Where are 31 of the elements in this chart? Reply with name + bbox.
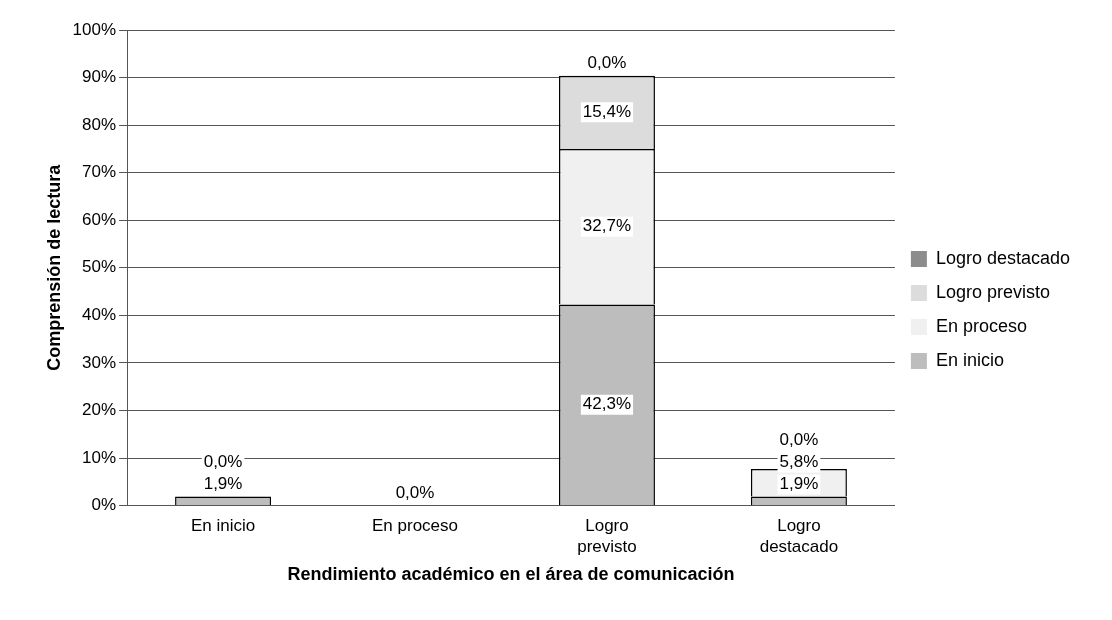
y-tick-label: 90% xyxy=(82,67,117,87)
y-tick-label: 10% xyxy=(82,447,117,467)
x-tick-label: En proceso xyxy=(372,516,459,536)
y-axis-title: Comprensión de lectura xyxy=(43,163,64,371)
legend-label: En proceso xyxy=(935,315,1027,336)
data-label: 42,3% xyxy=(582,394,632,414)
data-label: 0,0% xyxy=(587,53,627,73)
data-label: 32,7% xyxy=(582,216,632,236)
data-label: 1,9% xyxy=(203,474,243,494)
y-tick-label: 0% xyxy=(91,495,117,515)
data-label: 1,9% xyxy=(779,474,819,494)
y-tick-label: 80% xyxy=(82,114,117,134)
x-tick-label: En inicio xyxy=(190,516,256,536)
data-label: 5,8% xyxy=(779,452,819,472)
y-tick-label: 40% xyxy=(82,305,117,325)
data-label: 0,0% xyxy=(395,483,435,503)
data-label: 0,0% xyxy=(203,452,243,472)
x-tick-label: Logro previsto xyxy=(577,516,637,556)
y-tick-label: 20% xyxy=(82,400,117,420)
y-tick-label: 30% xyxy=(82,352,117,372)
legend-label: Logro previsto xyxy=(935,281,1050,302)
legend-label: Logro destacado xyxy=(935,247,1071,268)
y-tick-label: 100% xyxy=(72,19,117,39)
y-tick-label: 60% xyxy=(82,209,117,229)
legend-label: En inicio xyxy=(935,349,1004,370)
data-label: 15,4% xyxy=(582,101,632,121)
y-tick-label: 70% xyxy=(82,162,117,182)
x-tick-label: Logro destacado xyxy=(759,516,839,556)
data-label: 0,0% xyxy=(779,430,819,450)
y-tick-label: 50% xyxy=(82,257,117,277)
x-axis-title: Rendimiento académico en el área de comunicación xyxy=(287,564,735,585)
